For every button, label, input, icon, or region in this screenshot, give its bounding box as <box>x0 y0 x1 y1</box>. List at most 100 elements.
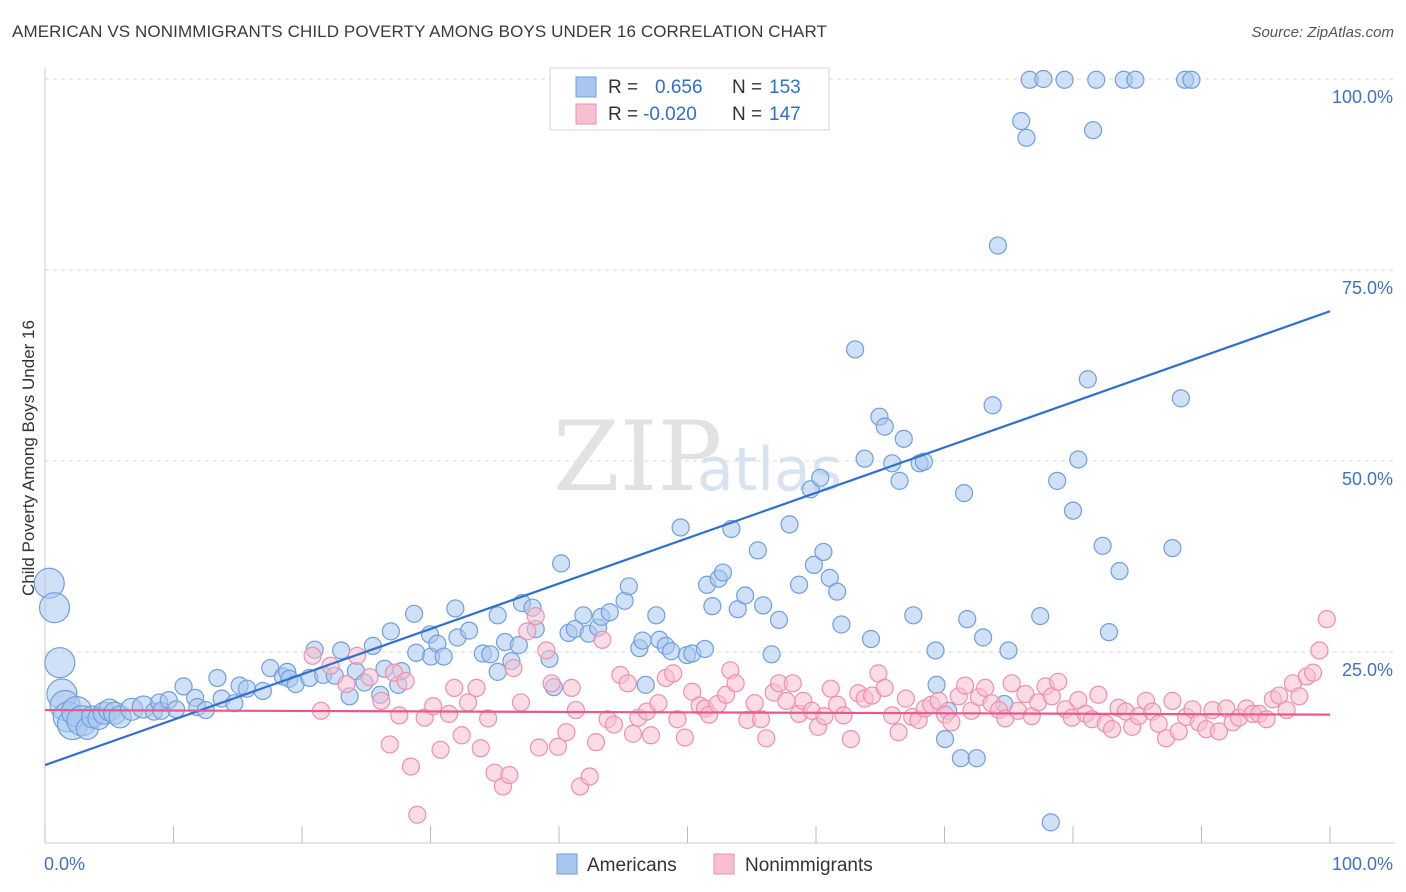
american-point <box>832 615 851 634</box>
american-point <box>662 642 681 661</box>
american-point <box>762 645 781 664</box>
american-point <box>261 658 280 678</box>
american-point <box>481 645 500 664</box>
american-point <box>552 554 571 573</box>
american-point <box>1041 813 1060 832</box>
american-point <box>713 563 733 582</box>
american-point <box>875 417 894 436</box>
american-point <box>1171 389 1190 408</box>
americans-n-value: 153 <box>769 77 801 98</box>
nonimmigrant-point <box>604 715 624 734</box>
nonimmigrants-r-label: R = <box>608 104 638 125</box>
nonimmigrant-point <box>479 709 498 728</box>
nonimmigrant-point <box>834 706 853 725</box>
nonimmigrant-point <box>303 646 322 665</box>
x-tick-min: 0.0% <box>44 854 85 874</box>
nonimmigrant-point <box>1002 674 1021 693</box>
nonimmigrant-point <box>618 674 637 693</box>
american-point <box>703 597 722 616</box>
american-point <box>811 468 830 487</box>
nonimmigrant-point <box>777 691 796 710</box>
american-point <box>38 592 71 624</box>
american-point <box>600 603 619 622</box>
american-point <box>1078 370 1097 389</box>
nonimmigrant-point <box>401 757 421 776</box>
nonimmigrant-point <box>841 729 861 749</box>
american-point <box>488 606 507 625</box>
nonimmigrant-point <box>668 710 687 729</box>
american-point <box>967 749 986 768</box>
nonimmigrant-point <box>542 674 561 693</box>
american-point <box>1017 128 1036 147</box>
trendlines <box>44 310 1331 767</box>
nonimmigrant-point <box>445 678 464 698</box>
nonimmigrant-point <box>593 630 612 649</box>
nonimmigrant-point <box>1016 684 1035 704</box>
nonimmigrant-point <box>1049 672 1068 691</box>
american-point <box>695 639 715 659</box>
nonimmigrant-point <box>1089 685 1108 704</box>
american-point <box>894 429 913 448</box>
nonimmigrant-point <box>557 723 576 742</box>
y-tick-label-2: 50.0% <box>1342 469 1393 489</box>
nonimmigrant-point <box>467 678 486 698</box>
american-point <box>446 599 465 618</box>
americans-swatch <box>575 76 597 98</box>
nonimmigrant-point <box>511 693 531 712</box>
american-point <box>780 515 799 534</box>
american-point <box>983 396 1002 415</box>
nonimmigrant-point <box>821 679 840 698</box>
chart-title: AMERICAN VS NONIMMIGRANTS CHILD POVERTY … <box>12 22 828 41</box>
american-point <box>926 641 945 660</box>
nonimmigrant-point <box>431 740 450 759</box>
american-point <box>748 541 767 560</box>
legend-americans-label: Americans <box>587 855 677 876</box>
nonimmigrant-point <box>504 658 523 678</box>
american-point <box>736 586 755 605</box>
american-point <box>958 610 977 629</box>
nonimmigrant-point <box>321 656 340 675</box>
nonimmigrant-point <box>956 676 975 695</box>
american-point <box>636 675 655 694</box>
american-point <box>974 628 993 647</box>
nonimmigrant-point <box>580 767 599 786</box>
nonimmigrant-point <box>757 729 776 748</box>
american-point <box>671 518 690 537</box>
nonimmigrant-point <box>1169 722 1188 741</box>
nonimmigrant-point <box>408 805 427 824</box>
american-point <box>1012 111 1031 131</box>
american-point <box>509 636 528 655</box>
legend-nonimmigrants-swatch <box>713 853 735 875</box>
americans-n-label: N = <box>732 77 762 98</box>
american-point <box>1110 561 1129 581</box>
nonimmigrant-point <box>745 694 764 713</box>
nonimmigrant-point <box>883 706 902 725</box>
legend-nonimmigrants-label: Nonimmigrants <box>745 855 873 876</box>
nonimmigrant-point <box>1270 686 1289 705</box>
american-point <box>381 622 400 641</box>
nonimmigrant-point <box>337 674 356 694</box>
nonimmigrants-points <box>303 606 1336 824</box>
american-point <box>1163 538 1182 558</box>
american-point <box>855 449 874 468</box>
nonimmigrant-point <box>1163 691 1182 710</box>
nonimmigrants-trendline <box>44 708 1331 716</box>
american-point <box>633 631 652 650</box>
american-point <box>1063 501 1083 520</box>
american-point <box>405 604 424 623</box>
american-point <box>407 643 426 662</box>
nonimmigrant-point <box>649 694 668 713</box>
american-point <box>488 662 507 681</box>
american-point <box>846 340 865 359</box>
american-point <box>1087 70 1106 89</box>
american-point <box>890 471 909 490</box>
american-point <box>1034 69 1053 89</box>
nonimmigrant-point <box>548 737 568 756</box>
american-point <box>814 542 833 562</box>
american-point <box>460 621 479 640</box>
nonimmigrants-swatch <box>575 103 597 125</box>
nonimmigrants-n-label: N = <box>732 104 762 125</box>
nonimmigrant-point <box>875 678 894 698</box>
nonimmigrant-point <box>360 668 379 687</box>
